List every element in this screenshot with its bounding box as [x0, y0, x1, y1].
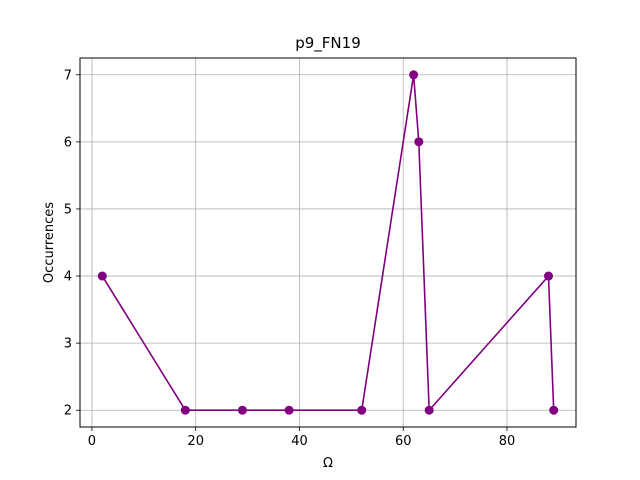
x-tick-label: 20 — [187, 434, 204, 449]
chart-title: p9_FN19 — [295, 34, 361, 53]
data-point — [414, 137, 424, 147]
y-tick-label: 3 — [64, 337, 72, 352]
y-tick-label: 5 — [64, 202, 72, 217]
series-line — [101, 73, 555, 412]
data-point — [180, 405, 190, 415]
data-point — [97, 271, 107, 281]
y-tick-label: 4 — [64, 270, 72, 285]
x-tick-label: 0 — [88, 434, 96, 449]
y-tick-label: 2 — [64, 404, 72, 419]
x-tick-label: 80 — [499, 434, 516, 449]
data-point — [409, 70, 419, 80]
data-point — [237, 405, 247, 415]
data-point — [544, 271, 554, 281]
plot-frame — [79, 57, 577, 428]
data-point — [284, 405, 294, 415]
data-point — [549, 405, 559, 415]
x-axis-label: Ω — [323, 456, 333, 471]
series — [97, 70, 559, 415]
ticks: 0 20 40 60 80 2 3 4 5 6 7 — [64, 68, 516, 449]
data-point — [357, 405, 367, 415]
y-axis-label: Occurrences — [42, 202, 57, 283]
y-tick-label: 7 — [64, 68, 72, 83]
y-tick-label: 6 — [64, 135, 72, 150]
x-tick-label: 40 — [291, 434, 308, 449]
data-point — [424, 405, 434, 415]
x-tick-label: 60 — [395, 434, 412, 449]
